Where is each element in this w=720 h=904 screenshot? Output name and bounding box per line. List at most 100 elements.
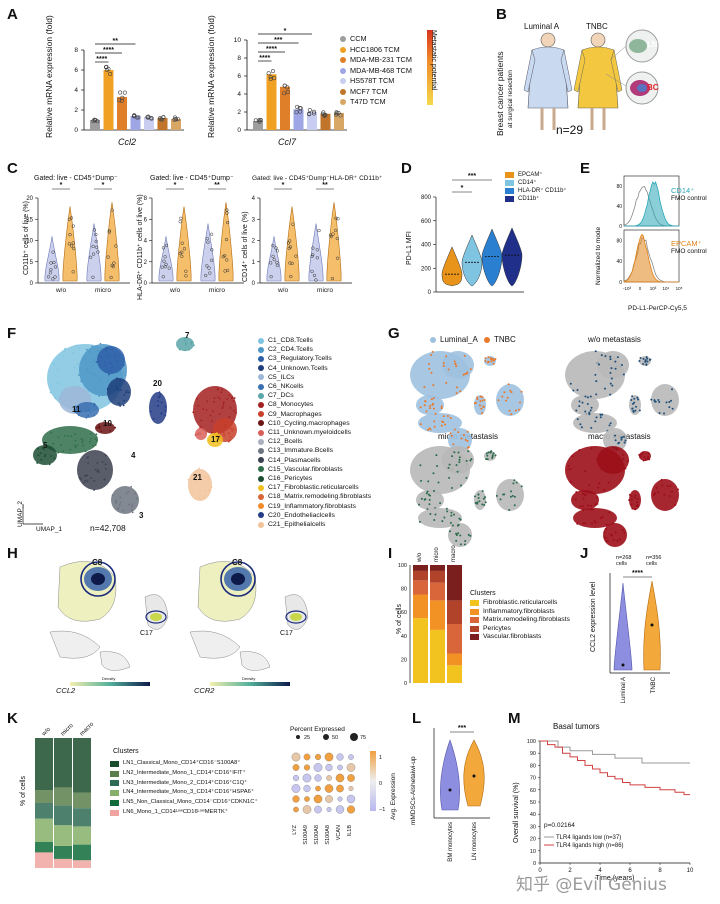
tick-label: 8	[144, 196, 148, 202]
significance-label: **	[322, 182, 328, 189]
legend-item: Fibroblastic.reticularcells	[470, 599, 570, 608]
legend-swatch-icon	[258, 512, 264, 518]
legend-swatch-icon	[110, 780, 119, 786]
umap-micro-metastasis-point	[429, 495, 431, 497]
avg-tick-label: 1	[379, 755, 382, 761]
umap-macro-metastasis-point	[631, 495, 633, 497]
cluster-c14-point	[95, 469, 97, 471]
umap-micro-metastasis-point	[470, 458, 472, 460]
expression-dot	[325, 784, 333, 792]
panel-a-bar-chart-ccl2: 02468**********	[62, 20, 192, 135]
umap-macro-metastasis-point	[597, 487, 599, 489]
mean-dot	[651, 624, 654, 627]
violin	[267, 236, 281, 281]
umap-wo-metastasis-point	[609, 394, 611, 396]
tick-label: 80	[401, 587, 407, 593]
umap-micro-metastasis-point	[441, 520, 443, 522]
cluster-c14-point	[93, 489, 95, 491]
legend-label: CCM	[350, 34, 367, 45]
cluster-c3-point	[111, 370, 113, 372]
umap-patient-type-point	[501, 396, 503, 398]
umap-patient-type-point	[488, 361, 490, 363]
panel-f-umap1: UMAP_1	[36, 526, 62, 533]
umap-macro-metastasis-point	[596, 496, 598, 498]
legend-swatch-icon	[110, 761, 119, 767]
umap-wo-metastasis-point	[595, 350, 597, 352]
umap-wo-metastasis-point	[620, 439, 622, 441]
stacked-segment	[413, 571, 428, 580]
umap-wo-metastasis-point	[642, 363, 644, 365]
x-tick-label: macro	[79, 721, 95, 737]
expression-dot	[314, 806, 321, 813]
umap-macro-metastasis-point	[671, 491, 673, 493]
umap-macro-metastasis-point	[567, 468, 569, 470]
cluster-c6-point	[90, 402, 92, 404]
umap-patient-type-point	[493, 363, 495, 365]
data-point	[308, 108, 311, 111]
data-point	[179, 220, 182, 223]
umap-patient-type-point	[457, 431, 459, 433]
cluster-c2-point	[86, 349, 88, 351]
cluster-c15-point	[92, 445, 94, 447]
panel-a-gradient-label: Metastatic potential	[430, 30, 437, 90]
tick-label: 800	[421, 195, 432, 201]
size-legend-dot	[296, 735, 300, 739]
umap-patient-type-point	[431, 398, 433, 400]
panel-a-ylabel-right: Relative mRNA expression (fold)	[206, 15, 216, 138]
avg-tick-label: 0	[379, 781, 382, 787]
umap-macro-metastasis-point	[603, 489, 605, 491]
cluster-c20-point	[150, 411, 152, 413]
stacked-segment	[430, 630, 445, 683]
cluster-number-label: 7	[185, 331, 190, 340]
legend-item: LN1_Classical_Mono_CD14⁺CD16⁻S100A8⁺	[110, 759, 258, 769]
cluster-c8-point	[211, 420, 213, 422]
panel-label-e: E	[580, 160, 590, 177]
expression-dot	[337, 765, 342, 770]
umap-wo-metastasis-point	[588, 411, 590, 413]
umap-patient-type-point	[450, 432, 452, 434]
cluster-c7-point	[193, 344, 195, 346]
legend-item: CD14⁺	[505, 179, 567, 187]
cluster-c9-point	[233, 428, 235, 430]
umap-patient-type-point	[429, 427, 431, 429]
cluster-c21-point	[195, 470, 197, 472]
cluster-c2-point	[100, 380, 102, 382]
gene-label: LYZ	[292, 824, 298, 834]
cluster-c8-point	[202, 408, 204, 410]
umap-macro-metastasis-point	[661, 485, 663, 487]
umap-micro-metastasis-point	[420, 480, 422, 482]
significance-label: *	[174, 182, 177, 189]
umap-wo-metastasis-point	[621, 364, 623, 366]
umap-macro-metastasis-point	[634, 508, 636, 510]
significance-label: ***	[458, 725, 466, 732]
umap-macro-metastasis-point	[677, 489, 679, 491]
cluster-c11-point	[205, 432, 207, 434]
legend-label: C12_Bcells	[268, 437, 302, 446]
panel-b-n-label: n=29	[556, 123, 583, 137]
cluster-c13-point	[119, 497, 121, 499]
panel-c-ylabel-2: HLA-DR⁺ CD11b⁺ cells of live (%)	[136, 194, 144, 300]
panel-a-legend: CCM HCC1806 TCM MDA-MB-231 TCM MDA-MB-468 T…	[340, 34, 412, 108]
cluster-c8-point	[200, 426, 202, 428]
data-point	[318, 229, 321, 232]
expression-dot	[337, 754, 344, 761]
panel-c-gate-1: Gated: live - CD45⁺Dump⁻	[34, 174, 118, 182]
cluster-c2-point	[89, 361, 91, 363]
x-tick-label: macro	[451, 545, 457, 562]
cluster-c9-point	[230, 428, 232, 430]
panel-e-histograms: 0408004080-10³ 0 10³ 10⁴ 10⁵	[612, 170, 712, 300]
tick-label: 0	[252, 281, 256, 287]
umap-wo-metastasis-point	[633, 402, 635, 404]
umap-patient-type-point	[430, 372, 432, 374]
umap-macro-metastasis-point	[643, 456, 645, 458]
umap-wo-metastasis-point	[631, 395, 633, 397]
cluster-c21-point	[199, 497, 201, 499]
umap-wo-metastasis-point	[611, 385, 613, 387]
legend-label: LN2_Intermediate_Mono_1_CD14⁺CD16⁺IFIT⁺	[123, 769, 246, 779]
legend-item: C17_Fibroblastic.reticularcells	[258, 483, 371, 492]
expression-dot	[293, 775, 299, 781]
umap-macro-metastasis-point	[594, 503, 596, 505]
legend-label: Vascular.fibroblasts	[483, 633, 541, 642]
umap-macro-metastasis-point	[605, 528, 607, 530]
umap-patient-type-point	[445, 355, 447, 357]
